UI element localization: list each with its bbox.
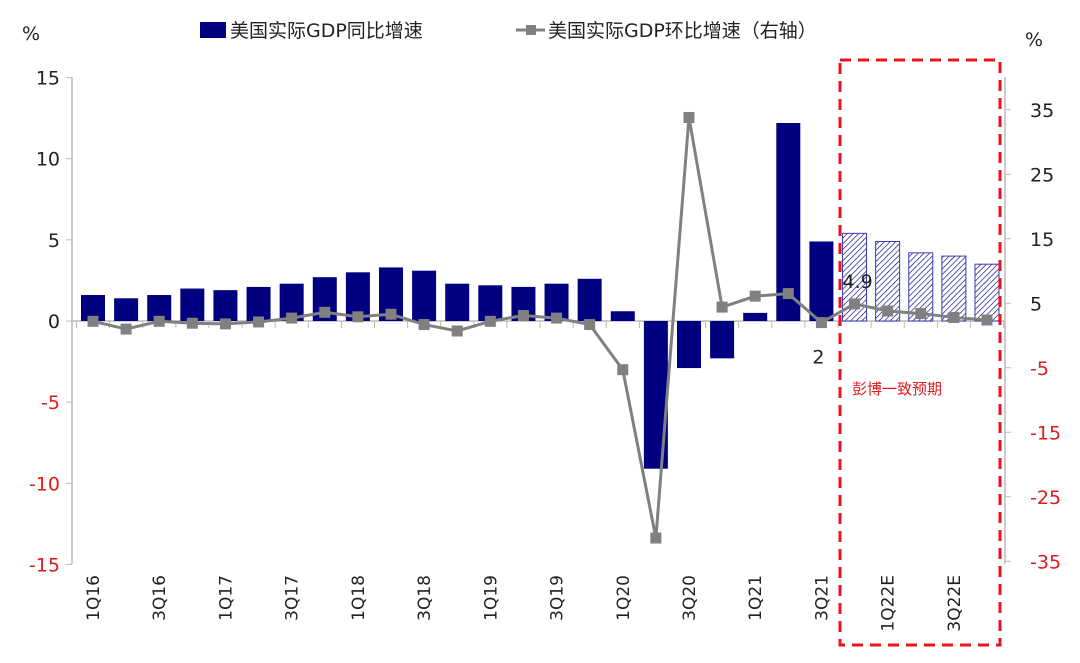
x-axis-tick-label: 1Q17 (216, 575, 236, 621)
line-point (87, 315, 99, 327)
left-axis-tick-label: 5 (48, 230, 60, 252)
x-axis-tick-label: 3Q20 (680, 575, 700, 621)
line-point (120, 323, 132, 335)
right-axis-tick-label: -15 (1030, 422, 1061, 444)
line-point (451, 325, 463, 337)
line-point (385, 308, 397, 320)
line-point (782, 288, 794, 300)
legend-line-marker (526, 25, 536, 35)
bar (743, 312, 768, 321)
left-axis-tick-label: -15 (29, 554, 60, 576)
line-point (219, 318, 231, 330)
legend: 美国实际GDP同比增速 美国实际GDP环比增速（右轴） (200, 20, 817, 42)
bar (610, 311, 635, 321)
bar (114, 298, 139, 321)
bars (81, 122, 1000, 469)
right-axis-unit: % (1025, 29, 1043, 51)
bar (246, 286, 271, 321)
bar (809, 241, 834, 321)
x-axis-tick-label: 3Q22E (945, 575, 965, 632)
x-axis-tick-label: 1Q18 (349, 575, 369, 621)
x-axis-tick-label: 3Q19 (548, 575, 568, 621)
line-point (584, 319, 596, 331)
bar (412, 270, 437, 321)
labels: 1Q16 3Q16 1Q17 3Q17 1Q18 3Q18 1Q19 3Q19 1Q20 3Q20… (84, 271, 965, 632)
x-axis-tick-label: 3Q17 (283, 575, 303, 621)
data-label: 2 (812, 347, 824, 369)
line-point (484, 315, 496, 327)
right-axis-tick-label: -5 (1030, 358, 1049, 380)
x-axis-tick-label: 3Q18 (415, 575, 435, 621)
right-axis-tick-label: -25 (1030, 487, 1061, 509)
x-axis-tick-label: 1Q21 (746, 575, 766, 621)
line-point (617, 364, 629, 376)
line-point (815, 317, 827, 329)
legend-line-label: 美国实际GDP环比增速（右轴） (548, 20, 817, 42)
line-point (153, 315, 165, 327)
line-point (915, 308, 927, 320)
right-axis-tick-label: 5 (1030, 293, 1042, 315)
line-point (186, 317, 198, 329)
line-path (92, 117, 988, 539)
line-point (948, 311, 960, 323)
line-point (849, 298, 861, 310)
bar (213, 290, 238, 321)
bar (478, 285, 503, 321)
axes: 15 10 5 0 -5 -10 -15 35 25 15 5 -5 -15 -25 -35 (29, 68, 1061, 577)
x-axis-tick-label: 3Q16 (150, 575, 170, 621)
x-axis-tick-label: 1Q22E (879, 575, 899, 632)
right-axis-tick-label: 25 (1030, 164, 1054, 186)
x-axis-tick-label: 1Q16 (84, 575, 104, 621)
forecast-box (838, 58, 1002, 647)
bar (710, 321, 735, 359)
bar (676, 321, 701, 369)
left-axis-tick-label: -5 (41, 392, 60, 414)
bar (180, 288, 205, 321)
line-point (882, 305, 894, 317)
line-point (418, 319, 430, 331)
line-point (551, 312, 563, 324)
legend-bar-swatch (200, 22, 226, 38)
data-label: 4.9 (843, 271, 873, 293)
line-point (319, 306, 331, 318)
line-point (517, 310, 529, 322)
x-axis-tick-label: 1Q20 (614, 575, 634, 621)
line-point (683, 111, 695, 123)
forecast-bar (941, 255, 967, 322)
line-point (650, 532, 662, 544)
bar (776, 122, 801, 321)
line-point (981, 314, 993, 326)
bar (445, 283, 470, 321)
x-axis-tick-label: 1Q19 (481, 575, 501, 621)
line-series (87, 111, 993, 544)
left-axis-unit: % (22, 23, 40, 45)
line-point (352, 311, 364, 323)
left-axis-tick-label: 0 (48, 311, 60, 333)
x-axis-tick-label: 3Q21 (812, 575, 832, 621)
right-axis-tick-label: 35 (1030, 100, 1054, 122)
line-point (749, 290, 761, 302)
left-axis-tick-label: 15 (36, 68, 60, 90)
forecast-bar (974, 263, 1000, 322)
legend-bar-label: 美国实际GDP同比增速 (230, 20, 423, 42)
line-point (286, 312, 298, 324)
right-axis-tick-label: 15 (1030, 229, 1054, 251)
line-point (716, 301, 728, 313)
bar (577, 278, 602, 321)
forecast-annotation: 彭博一致预期 (852, 380, 942, 398)
left-axis-tick-label: -10 (29, 473, 60, 495)
left-axis-tick-label: 10 (36, 149, 60, 171)
right-axis-tick-label: -35 (1030, 551, 1061, 573)
line-point (253, 316, 265, 328)
